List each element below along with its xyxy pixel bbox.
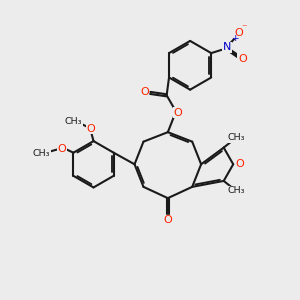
Text: O: O (236, 159, 244, 169)
Text: O: O (140, 87, 149, 97)
Text: +: + (231, 34, 238, 43)
Text: O: O (57, 144, 66, 154)
Text: O: O (234, 28, 243, 38)
Text: CH₃: CH₃ (227, 186, 245, 195)
Text: O: O (164, 215, 172, 225)
Text: O: O (238, 54, 247, 64)
Text: N: N (223, 43, 231, 52)
Text: O: O (174, 108, 182, 118)
Text: CH₃: CH₃ (64, 117, 82, 126)
Text: CH₃: CH₃ (33, 149, 50, 158)
Text: CH₃: CH₃ (227, 133, 245, 142)
Text: O: O (87, 124, 95, 134)
Text: ⁻: ⁻ (242, 23, 247, 33)
